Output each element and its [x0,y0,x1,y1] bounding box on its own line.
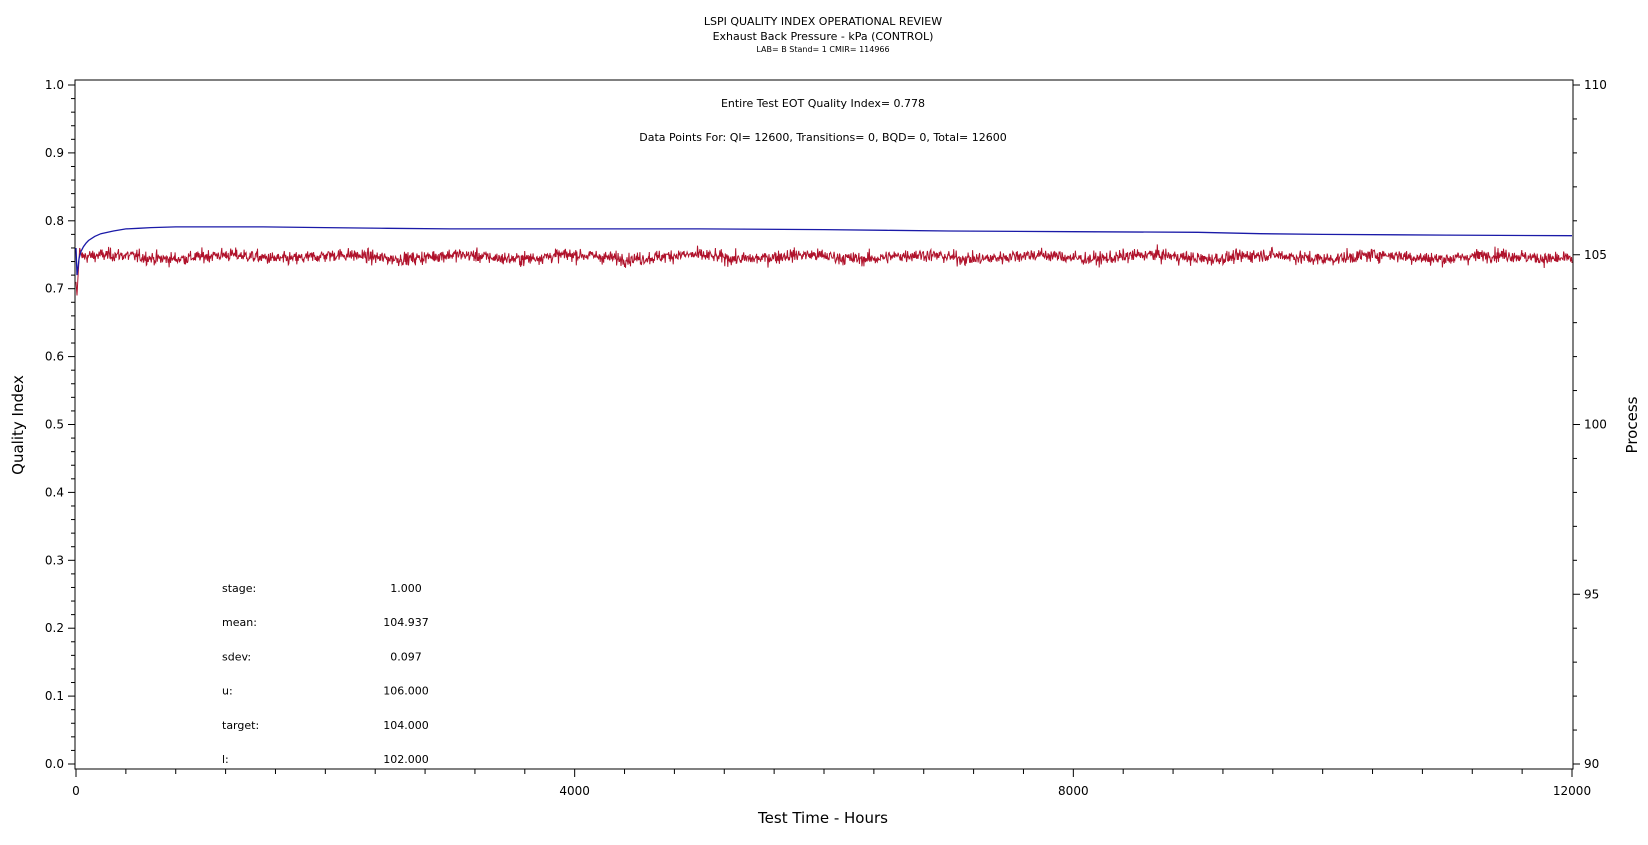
y-tick-label: 0.0 [45,757,64,771]
x-tick-label: 12000 [1553,784,1591,798]
y-tick-label: 0.2 [45,621,64,635]
x-tick-label: 0 [72,784,80,798]
y-tick-label: 0.3 [45,553,64,567]
y2-tick-label: 110 [1584,78,1607,92]
stat-value: 104.000 [383,719,429,732]
stat-value: 104.937 [383,616,429,629]
y-tick-label: 1.0 [45,78,64,92]
y-tick-label: 0.7 [45,282,64,296]
y2-axis-label: Process [1623,396,1641,453]
y2-tick-label: 100 [1584,418,1607,432]
y2-tick-label: 90 [1584,757,1599,771]
y2-tick-label: 95 [1584,587,1599,601]
y-tick-label: 0.5 [45,418,64,432]
y-tick-label: 0.1 [45,689,64,703]
stat-label: l: [222,753,229,766]
process-series-line [75,244,1573,296]
stat-value: 102.000 [383,753,429,766]
plot-frame [74,79,1574,770]
stat-value: 106.000 [383,685,429,698]
stat-value: 1.000 [390,582,422,595]
y-tick-label: 0.6 [45,350,64,364]
chart-subtitle: Exhaust Back Pressure - kPa (CONTROL) [713,30,934,43]
x-tick-label: 8000 [1058,784,1089,798]
axes-ticks: 0.0 0.1 0.2 0.3 0.4 0.5 0.6 0.7 0.8 0.9 1.0 90 95 100… [45,78,1607,798]
qi-annotation: Entire Test EOT Quality Index= 0.778 [721,97,925,110]
x-tick-label: 4000 [559,784,590,798]
stat-label: sdev: [222,650,251,663]
series-layer [75,226,1573,296]
chart-subtitle-2: LAB= B Stand= 1 CMIR= 114966 [756,45,889,54]
y-tick-label: 0.4 [45,485,64,499]
stats-table: stage: 1.000 mean: 104.937 sdev: 0.097 u: 106.0… [222,582,429,766]
y2-tick-label: 105 [1584,248,1607,262]
stat-label: u: [222,685,233,698]
stat-value: 0.097 [390,650,422,663]
y-tick-label: 0.8 [45,214,64,228]
data-points-annotation: Data Points For: QI= 12600, Transitions=… [639,131,1007,144]
y-tick-label: 0.9 [45,146,64,160]
y-axis-label: Quality Index [9,375,27,475]
stat-label: stage: [222,582,256,595]
x-axis-label: Test Time - Hours [757,809,888,827]
quality-index-series-line [75,226,1573,276]
stat-label: mean: [222,616,257,629]
stat-label: target: [222,719,259,732]
chart-title: LSPI QUALITY INDEX OPERATIONAL REVIEW [704,15,942,28]
